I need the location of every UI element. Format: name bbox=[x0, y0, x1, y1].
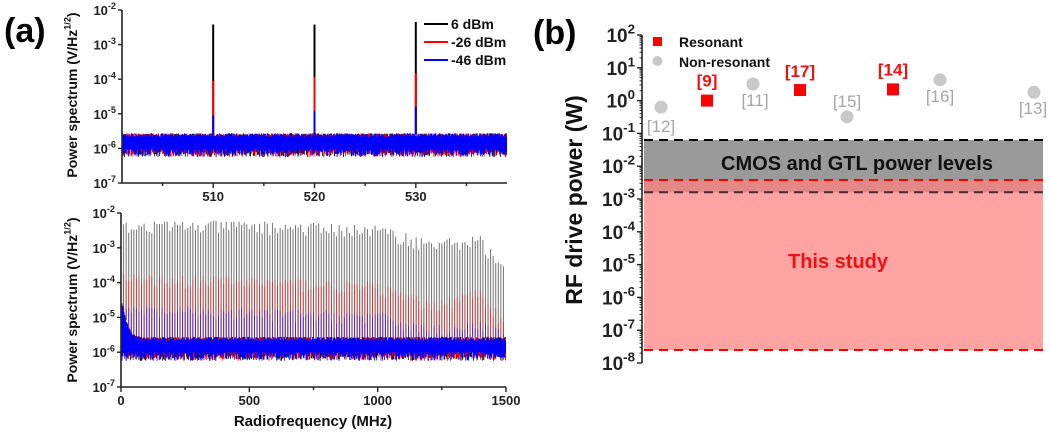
y-tick-label: 10-5 bbox=[92, 309, 115, 326]
reference-label: [14] bbox=[878, 60, 908, 79]
legend-label: 6 dBm bbox=[451, 16, 494, 32]
y-tick-label: 10-1 bbox=[602, 120, 636, 146]
x-tick-label: 500 bbox=[238, 393, 260, 408]
y-axis-label: RF drive power (W) bbox=[561, 95, 587, 305]
y-axis-label: Power spectrum (V/Hz1/2) bbox=[63, 12, 80, 177]
x-tick-label: 520 bbox=[304, 189, 326, 204]
noise-trace-2 bbox=[121, 304, 506, 361]
y-tick-label: 10-6 bbox=[92, 343, 115, 360]
y-tick-label: 101 bbox=[606, 54, 635, 80]
y-tick-label: 10-7 bbox=[92, 378, 115, 395]
rf-power-comparison-plot: CMOS and GTL power levels This study [12] [… bbox=[561, 21, 1047, 375]
legend-label: Resonant bbox=[679, 34, 743, 50]
y-tick-label: 10-6 bbox=[602, 284, 635, 310]
resonant-point bbox=[887, 83, 899, 96]
non-resonant-point bbox=[746, 77, 760, 91]
reference-label: [16] bbox=[926, 87, 954, 106]
y-tick-label: 10-7 bbox=[602, 317, 635, 343]
y-tick-label: 10-2 bbox=[92, 204, 115, 221]
y-tick-label: 10-7 bbox=[93, 174, 116, 191]
spectrum-zoom-plot: 10-2 10-3 10-4 10-5 10-6 10-7 510 520 530 Power s… bbox=[63, 1, 507, 204]
non-resonant-point bbox=[840, 110, 854, 124]
legend-non-resonant-marker bbox=[652, 56, 663, 66]
y-tick-label: 10-3 bbox=[602, 185, 635, 211]
legend-label: -46 dBm bbox=[451, 52, 506, 68]
y-axis-label: Power spectrum (V/Hz1/2) bbox=[63, 217, 80, 382]
legend-label: -26 dBm bbox=[451, 34, 506, 50]
panel-a-label: (a) bbox=[4, 12, 46, 50]
x-tick-label: 530 bbox=[405, 189, 427, 204]
x-tick-label: 510 bbox=[202, 189, 224, 204]
this-study-band bbox=[644, 179, 1043, 350]
panel-b-label: (b) bbox=[533, 14, 576, 52]
reference-label: [11] bbox=[741, 91, 768, 110]
spectrum-full-plot: 10-2 10-3 10-4 10-5 10-6 10-70 500 1000 1500 Radi… bbox=[63, 204, 521, 430]
y-tick-label: 10-5 bbox=[602, 251, 636, 277]
x-axis-label: Radiofrequency (MHz) bbox=[234, 413, 392, 430]
x-tick-label: 1500 bbox=[492, 393, 521, 408]
y-tick-label: 10-5 bbox=[93, 105, 116, 122]
reference-label: [15] bbox=[833, 92, 861, 111]
non-resonant-point bbox=[654, 100, 668, 114]
non-resonant-point bbox=[1027, 85, 1041, 99]
resonant-point bbox=[701, 94, 713, 107]
y-tick-label: 10-4 bbox=[93, 70, 116, 87]
y-tick-label: 10-2 bbox=[93, 1, 116, 18]
y-tick-label: 10-6 bbox=[93, 140, 116, 157]
cmos-gtl-band-label: CMOS and GTL power levels bbox=[721, 153, 993, 175]
x-tick-label: 1000 bbox=[363, 393, 392, 408]
y-tick-label: 100 bbox=[606, 87, 635, 113]
y-tick-label: 10-8 bbox=[602, 349, 635, 375]
y-tick-label: 10-2 bbox=[602, 153, 635, 179]
y-tick-label: 102 bbox=[606, 21, 635, 47]
legend-label: Non-resonant bbox=[679, 54, 770, 70]
legend-resonant-marker bbox=[653, 37, 662, 46]
y-tick-label: 10-4 bbox=[602, 218, 636, 244]
y-tick-label: 10-4 bbox=[92, 274, 115, 291]
y-tick-label: 10-3 bbox=[92, 239, 115, 256]
reference-label: [9] bbox=[697, 72, 718, 91]
non-resonant-point bbox=[933, 73, 947, 87]
y-tick-label: 10-3 bbox=[93, 36, 116, 53]
reference-label: [13] bbox=[1019, 99, 1047, 118]
resonant-point bbox=[794, 84, 806, 97]
noise-trace-2 bbox=[122, 133, 507, 158]
this-study-band-label: This study bbox=[788, 251, 889, 273]
reference-label: [17] bbox=[785, 62, 815, 81]
reference-label: [12] bbox=[647, 117, 675, 136]
x-tick-label: 0 bbox=[117, 393, 124, 408]
